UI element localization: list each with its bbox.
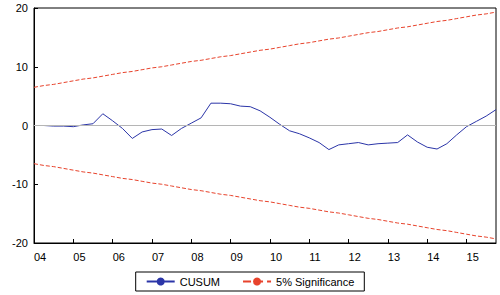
svg-text:05: 05 — [73, 251, 85, 263]
svg-text:10: 10 — [16, 61, 28, 73]
svg-text:11: 11 — [309, 251, 320, 263]
svg-text:15: 15 — [467, 251, 479, 263]
svg-text:09: 09 — [231, 251, 243, 263]
svg-text:12: 12 — [349, 251, 361, 263]
svg-text:CUSUM: CUSUM — [180, 276, 220, 288]
svg-text:06: 06 — [113, 251, 125, 263]
svg-text:-10: -10 — [12, 178, 28, 190]
svg-text:13: 13 — [388, 251, 400, 263]
svg-text:10: 10 — [270, 251, 282, 263]
svg-text:0: 0 — [22, 120, 28, 132]
svg-text:20: 20 — [16, 2, 28, 14]
svg-text:07: 07 — [152, 251, 164, 263]
svg-text:04: 04 — [34, 251, 46, 263]
svg-text:5% Significance: 5% Significance — [276, 276, 354, 288]
svg-text:14: 14 — [427, 251, 439, 263]
svg-text:08: 08 — [191, 251, 203, 263]
svg-text:-20: -20 — [12, 237, 28, 249]
